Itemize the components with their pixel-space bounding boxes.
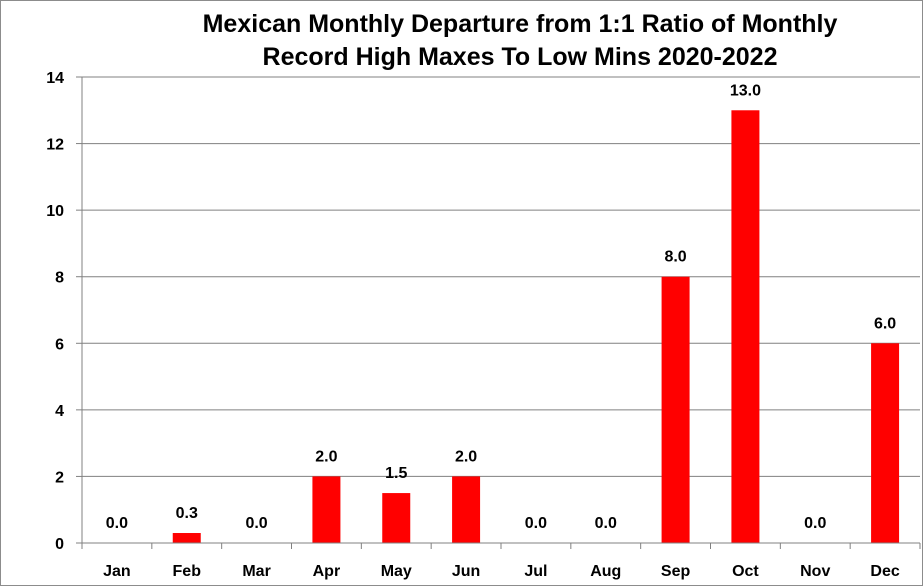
x-tick-label: Sep [661, 563, 691, 580]
chart-title-line-2: Record High Maxes To Low Mins 2020-2022 [262, 43, 778, 71]
x-tick-label: Mar [242, 563, 270, 580]
y-tick-label: 14 [46, 70, 64, 87]
y-tick-label: 8 [55, 270, 64, 287]
x-tick-label: Nov [800, 563, 830, 580]
data-label-jun: 2.0 [455, 448, 477, 465]
bar-oct [731, 110, 760, 544]
bar-feb [172, 533, 201, 543]
data-label-aug: 0.0 [595, 515, 617, 532]
bar-may [382, 493, 411, 543]
data-label-sep: 8.0 [664, 249, 686, 266]
data-label-oct: 13.0 [730, 82, 761, 99]
y-tick-label: 12 [46, 137, 64, 154]
bars [172, 110, 900, 544]
y-tick-label: 0 [55, 536, 64, 553]
x-tick-label: Apr [313, 563, 341, 580]
bar-jun [452, 476, 481, 543]
x-tick-label: Aug [590, 563, 621, 580]
bar-dec [871, 343, 900, 543]
x-tick-label: Jun [452, 563, 480, 580]
data-label-jan: 0.0 [106, 515, 128, 532]
data-label-nov: 0.0 [804, 515, 826, 532]
x-tick-label: Jan [103, 563, 131, 580]
data-labels: 0.0 0.3 0.0 2.0 1.5 2.0 0.0 0.0 8.0 13.0 0.0 6.0 [106, 82, 897, 532]
data-label-jul: 0.0 [525, 515, 547, 532]
x-tick-label: Oct [732, 563, 759, 580]
chart-title-line-1: Mexican Monthly Departure from 1:1 Ratio… [202, 10, 838, 38]
data-label-apr: 2.0 [315, 448, 337, 465]
y-tick-label: 4 [55, 403, 64, 420]
data-label-dec: 6.0 [874, 315, 896, 332]
data-label-mar: 0.0 [245, 515, 267, 532]
gridlines [82, 76, 920, 477]
chart-title: Mexican Monthly Departure from 1:1 Ratio… [110, 8, 923, 74]
bar-sep [661, 276, 690, 543]
x-tick-label: Dec [870, 563, 899, 580]
data-label-may: 1.5 [385, 465, 407, 482]
x-tick-label: May [381, 563, 412, 580]
x-tick-label: Jul [524, 563, 547, 580]
y-tick-label: 2 [55, 469, 64, 486]
y-tick-label: 10 [46, 203, 64, 220]
axes: 0 2 4 6 8 10 12 14 Jan Feb Mar Apr May Jun Jul Aug Sep Oc… [46, 70, 921, 580]
data-label-feb: 0.3 [176, 505, 198, 522]
y-tick-label: 6 [55, 336, 64, 353]
bar-apr [312, 476, 341, 543]
x-tick-label: Feb [173, 563, 202, 580]
